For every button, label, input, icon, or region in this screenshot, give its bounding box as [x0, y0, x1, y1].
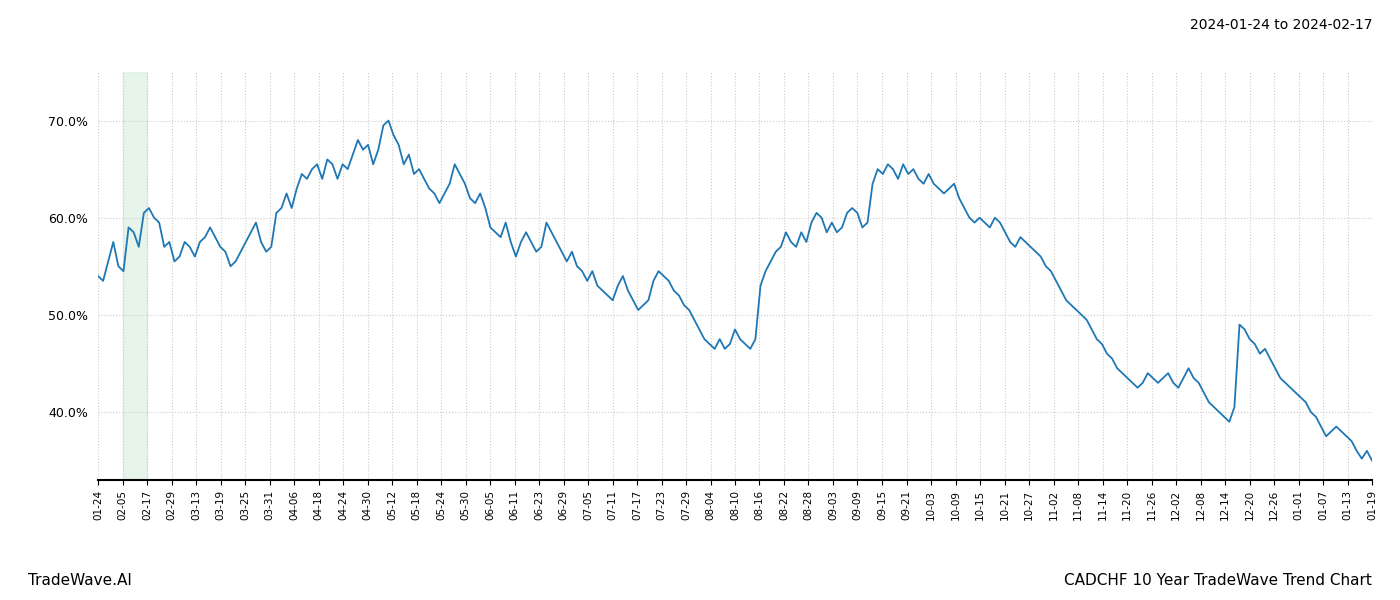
Text: 2024-01-24 to 2024-02-17: 2024-01-24 to 2024-02-17	[1190, 18, 1372, 32]
Text: CADCHF 10 Year TradeWave Trend Chart: CADCHF 10 Year TradeWave Trend Chart	[1064, 573, 1372, 588]
Bar	[123, 72, 147, 480]
Text: TradeWave.AI: TradeWave.AI	[28, 573, 132, 588]
